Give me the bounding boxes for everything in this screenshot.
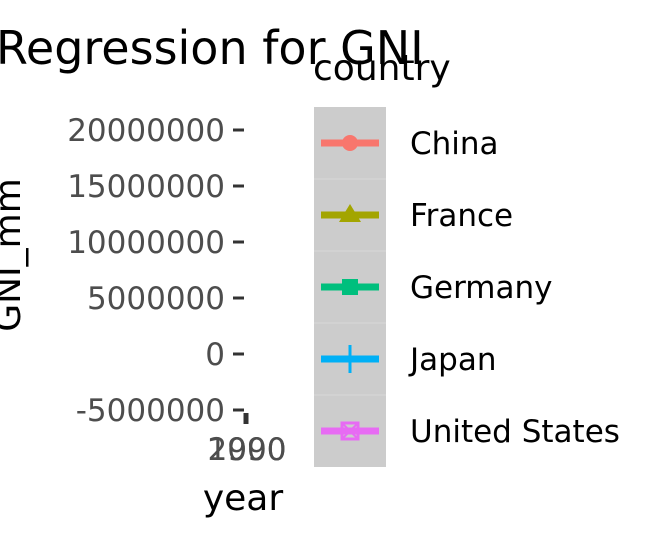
- y-tick-label: 20000000: [67, 113, 225, 149]
- y-tick-label: 5000000: [87, 281, 225, 317]
- legend-title: country: [313, 48, 451, 89]
- legend-entry: Japan: [314, 322, 496, 378]
- y-axis: 20000000 15000000 10000000 5000000 0 -5000000: [67, 113, 244, 429]
- y-tick-label: -5000000: [76, 393, 225, 429]
- x-tick-label: 2000: [208, 432, 287, 468]
- legend-marker-circle: [342, 135, 358, 151]
- x-axis-label: year: [203, 478, 284, 519]
- legend-entry: France: [314, 178, 513, 234]
- y-tick-label: 10000000: [67, 225, 225, 261]
- legend-label: Japan: [408, 342, 496, 378]
- y-axis-label: GNI_mm: [0, 178, 29, 332]
- legend: China France Germany Japan United States: [314, 126, 620, 450]
- legend-entry: United States: [314, 394, 620, 450]
- x-tick-label: 1990: [208, 432, 287, 468]
- chart-title: Regression for GNI: [0, 21, 424, 75]
- legend-label: China: [410, 126, 499, 162]
- legend-entry: Germany: [314, 250, 552, 306]
- y-tick-label: 15000000: [67, 169, 225, 205]
- legend-label: Germany: [410, 270, 552, 306]
- legend-marker-triangle: [339, 204, 361, 222]
- legend-marker-square: [342, 279, 358, 295]
- y-tick-label: 0: [205, 337, 225, 373]
- legend-label: United States: [410, 414, 620, 450]
- legend-label: France: [410, 198, 513, 234]
- legend-entry: China: [321, 126, 499, 162]
- legend-marker-square-cross: [340, 421, 360, 441]
